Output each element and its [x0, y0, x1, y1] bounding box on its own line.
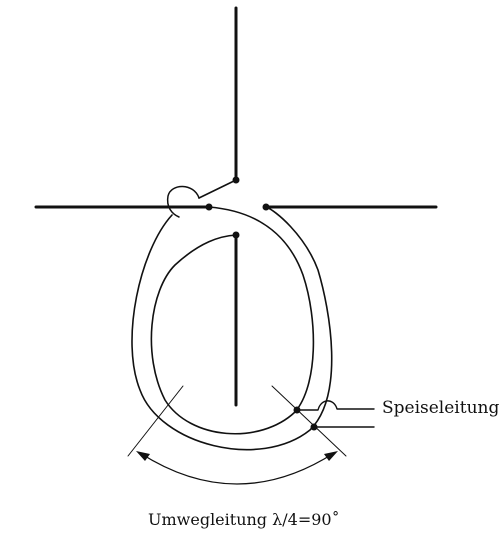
angle-arrow-right: [324, 451, 338, 461]
detour-line-outer-loop: [131, 206, 333, 451]
angle-arrow-left: [136, 451, 150, 461]
feed-junction-inner-dot: [293, 406, 301, 414]
feed-line-label: Speiseleitung: [382, 398, 500, 418]
detour-line-inner-loop: [150, 206, 315, 435]
upper-element-terminal-dot: [232, 176, 240, 184]
angle-extension-right: [271, 385, 347, 457]
angle-arc: [139, 452, 335, 485]
angle-extension-left: [127, 385, 184, 457]
detour-line-label: Umwegleitung λ/4=90˚: [148, 510, 340, 529]
lower-element-terminal-dot: [232, 231, 240, 239]
left-feed-point-dot: [205, 203, 213, 211]
feed-line-upper-wire: [296, 400, 375, 411]
crossover-arc: [166, 185, 200, 218]
feed-junction-outer-dot: [310, 423, 318, 431]
right-feed-point-dot: [262, 203, 270, 211]
diagonal-connector: [198, 179, 237, 199]
